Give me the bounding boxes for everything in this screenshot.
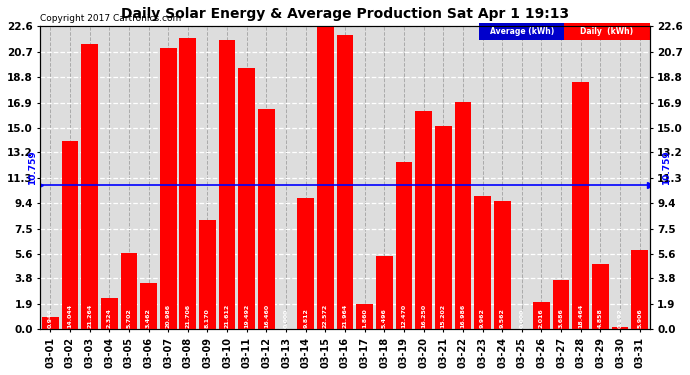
Bar xyxy=(258,109,275,329)
Text: 19.492: 19.492 xyxy=(244,304,249,328)
Text: 4.858: 4.858 xyxy=(598,308,603,328)
Bar xyxy=(435,126,451,329)
Bar xyxy=(297,198,314,329)
Text: 21.264: 21.264 xyxy=(87,304,92,328)
Text: 22.572: 22.572 xyxy=(323,304,328,328)
Text: 9.812: 9.812 xyxy=(303,308,308,328)
Bar xyxy=(101,298,117,329)
Bar xyxy=(573,82,589,329)
Text: 10.759: 10.759 xyxy=(28,150,37,185)
Bar xyxy=(337,35,353,329)
Bar xyxy=(415,111,432,329)
Bar xyxy=(533,302,550,329)
Text: 10.759: 10.759 xyxy=(662,150,671,185)
Bar xyxy=(140,283,157,329)
Bar xyxy=(474,196,491,329)
Bar xyxy=(494,201,511,329)
Bar xyxy=(61,141,78,329)
Text: 5.702: 5.702 xyxy=(126,309,131,328)
Text: 3.462: 3.462 xyxy=(146,308,151,328)
Text: 8.170: 8.170 xyxy=(205,309,210,328)
Bar xyxy=(631,250,648,329)
Bar xyxy=(317,27,334,329)
Text: 15.202: 15.202 xyxy=(441,304,446,328)
Text: 12.470: 12.470 xyxy=(402,304,406,328)
Bar xyxy=(219,40,235,329)
Text: Copyright 2017 Cartronics.com: Copyright 2017 Cartronics.com xyxy=(41,14,181,23)
Text: 2.324: 2.324 xyxy=(107,308,112,328)
Text: 1.860: 1.860 xyxy=(362,309,367,328)
Text: 0.000: 0.000 xyxy=(520,309,524,328)
Text: 16.250: 16.250 xyxy=(421,304,426,328)
Text: 21.706: 21.706 xyxy=(186,304,190,328)
Text: 14.044: 14.044 xyxy=(68,304,72,328)
Text: 0.944: 0.944 xyxy=(48,309,52,328)
Bar xyxy=(455,102,471,329)
Bar xyxy=(160,48,177,329)
Text: 21.964: 21.964 xyxy=(342,304,348,328)
Bar xyxy=(121,253,137,329)
Text: 5.906: 5.906 xyxy=(638,309,642,328)
Bar xyxy=(356,304,373,329)
Text: 21.612: 21.612 xyxy=(225,304,230,328)
Bar xyxy=(612,327,629,329)
Text: 0.000: 0.000 xyxy=(284,309,288,328)
Bar xyxy=(239,68,255,329)
Bar xyxy=(592,264,609,329)
Text: 9.962: 9.962 xyxy=(480,308,485,328)
Text: 2.016: 2.016 xyxy=(539,309,544,328)
Title: Daily Solar Energy & Average Production Sat Apr 1 19:13: Daily Solar Energy & Average Production … xyxy=(121,7,569,21)
Text: 16.460: 16.460 xyxy=(264,304,269,328)
Bar xyxy=(376,256,393,329)
Bar xyxy=(42,316,59,329)
Text: 5.496: 5.496 xyxy=(382,308,387,328)
Text: 18.464: 18.464 xyxy=(578,304,583,328)
Bar xyxy=(553,280,569,329)
Bar xyxy=(199,220,216,329)
Text: 0.192: 0.192 xyxy=(618,309,622,328)
Text: 9.562: 9.562 xyxy=(500,308,504,328)
Bar xyxy=(395,162,413,329)
Bar xyxy=(81,44,98,329)
Text: 16.986: 16.986 xyxy=(460,304,465,328)
Text: 3.686: 3.686 xyxy=(559,308,564,328)
Text: 20.986: 20.986 xyxy=(166,304,170,328)
Bar xyxy=(179,38,196,329)
